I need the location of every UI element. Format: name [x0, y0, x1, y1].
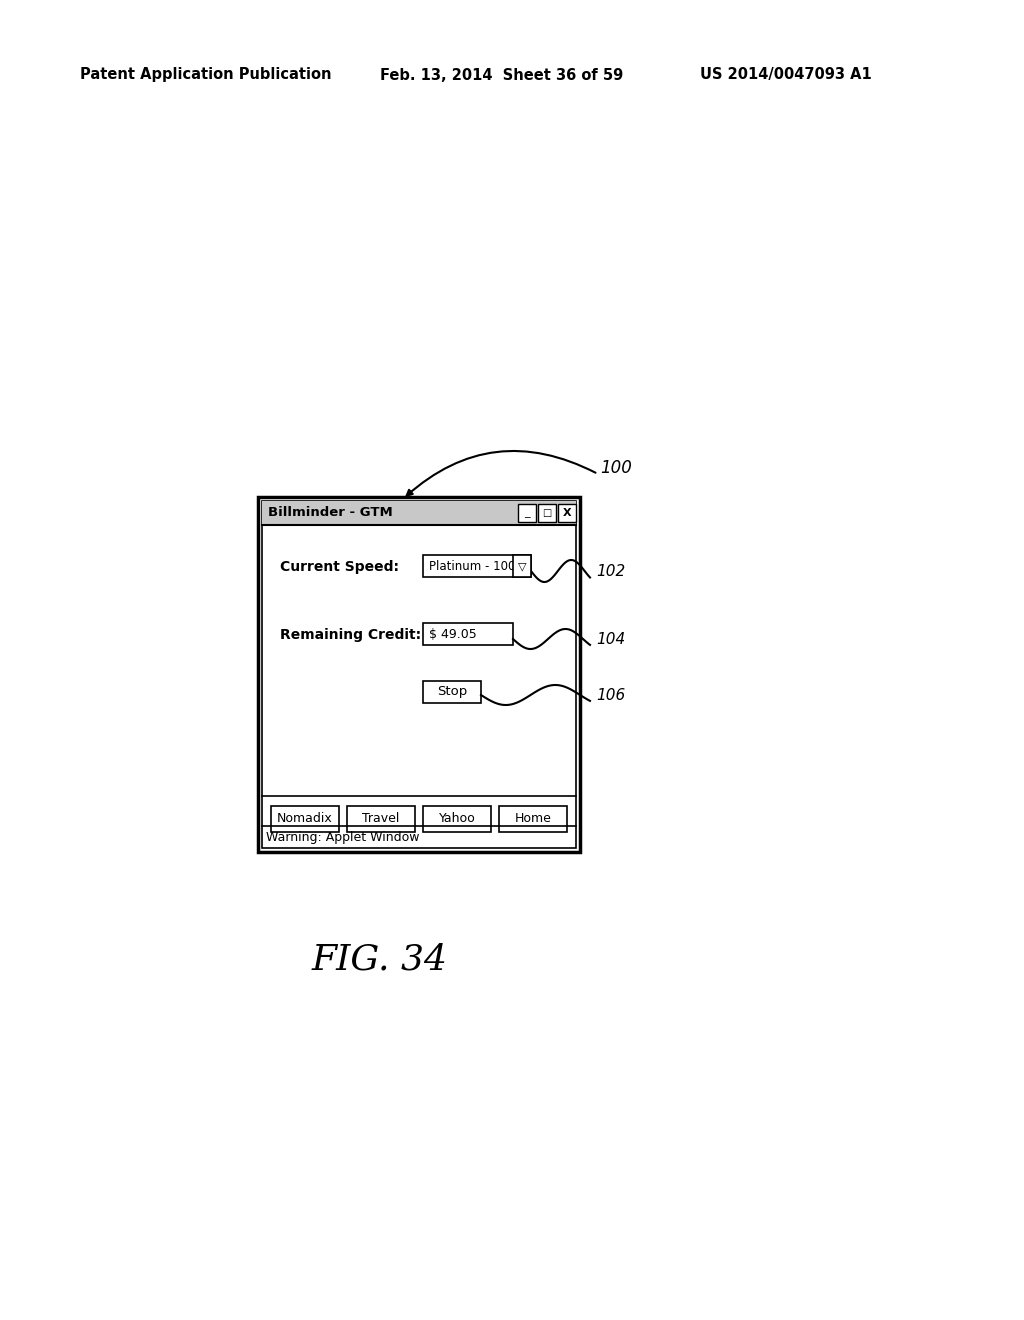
Bar — [558, 504, 575, 521]
Bar — [518, 504, 536, 521]
Text: Patent Application Publication: Patent Application Publication — [80, 67, 332, 82]
Bar — [499, 807, 567, 832]
Bar — [423, 807, 490, 832]
Text: Remaining Credit:: Remaining Credit: — [280, 628, 421, 642]
Text: FIG. 34: FIG. 34 — [312, 942, 449, 977]
Text: Travel: Travel — [362, 813, 399, 825]
Text: Yahoo: Yahoo — [438, 813, 475, 825]
Text: 100: 100 — [600, 459, 632, 477]
Bar — [258, 498, 580, 851]
Bar — [262, 502, 575, 847]
Bar — [347, 807, 415, 832]
Bar — [271, 807, 339, 832]
Text: Current Speed:: Current Speed: — [280, 560, 399, 574]
Text: 106: 106 — [596, 688, 626, 702]
Text: 104: 104 — [596, 631, 626, 647]
Text: Stop: Stop — [437, 685, 467, 698]
Text: _: _ — [524, 508, 529, 517]
Text: X: X — [562, 508, 571, 517]
Bar — [262, 502, 575, 525]
Text: Platinum - 1000: Platinum - 1000 — [429, 560, 522, 573]
Text: Feb. 13, 2014  Sheet 36 of 59: Feb. 13, 2014 Sheet 36 of 59 — [380, 67, 624, 82]
Text: ▽: ▽ — [518, 561, 526, 572]
Text: Nomadix: Nomadix — [278, 813, 333, 825]
Bar — [538, 504, 556, 521]
Text: 102: 102 — [596, 564, 626, 578]
Text: Warning: Applet Window: Warning: Applet Window — [266, 830, 420, 843]
Text: $ 49.05: $ 49.05 — [429, 627, 477, 640]
Bar — [423, 681, 481, 704]
Text: Billminder - GTM: Billminder - GTM — [268, 507, 393, 520]
Bar — [513, 554, 531, 577]
Bar — [423, 623, 513, 645]
Text: US 2014/0047093 A1: US 2014/0047093 A1 — [700, 67, 871, 82]
Bar — [423, 554, 531, 577]
Text: Home: Home — [515, 813, 552, 825]
Text: □: □ — [543, 508, 552, 517]
